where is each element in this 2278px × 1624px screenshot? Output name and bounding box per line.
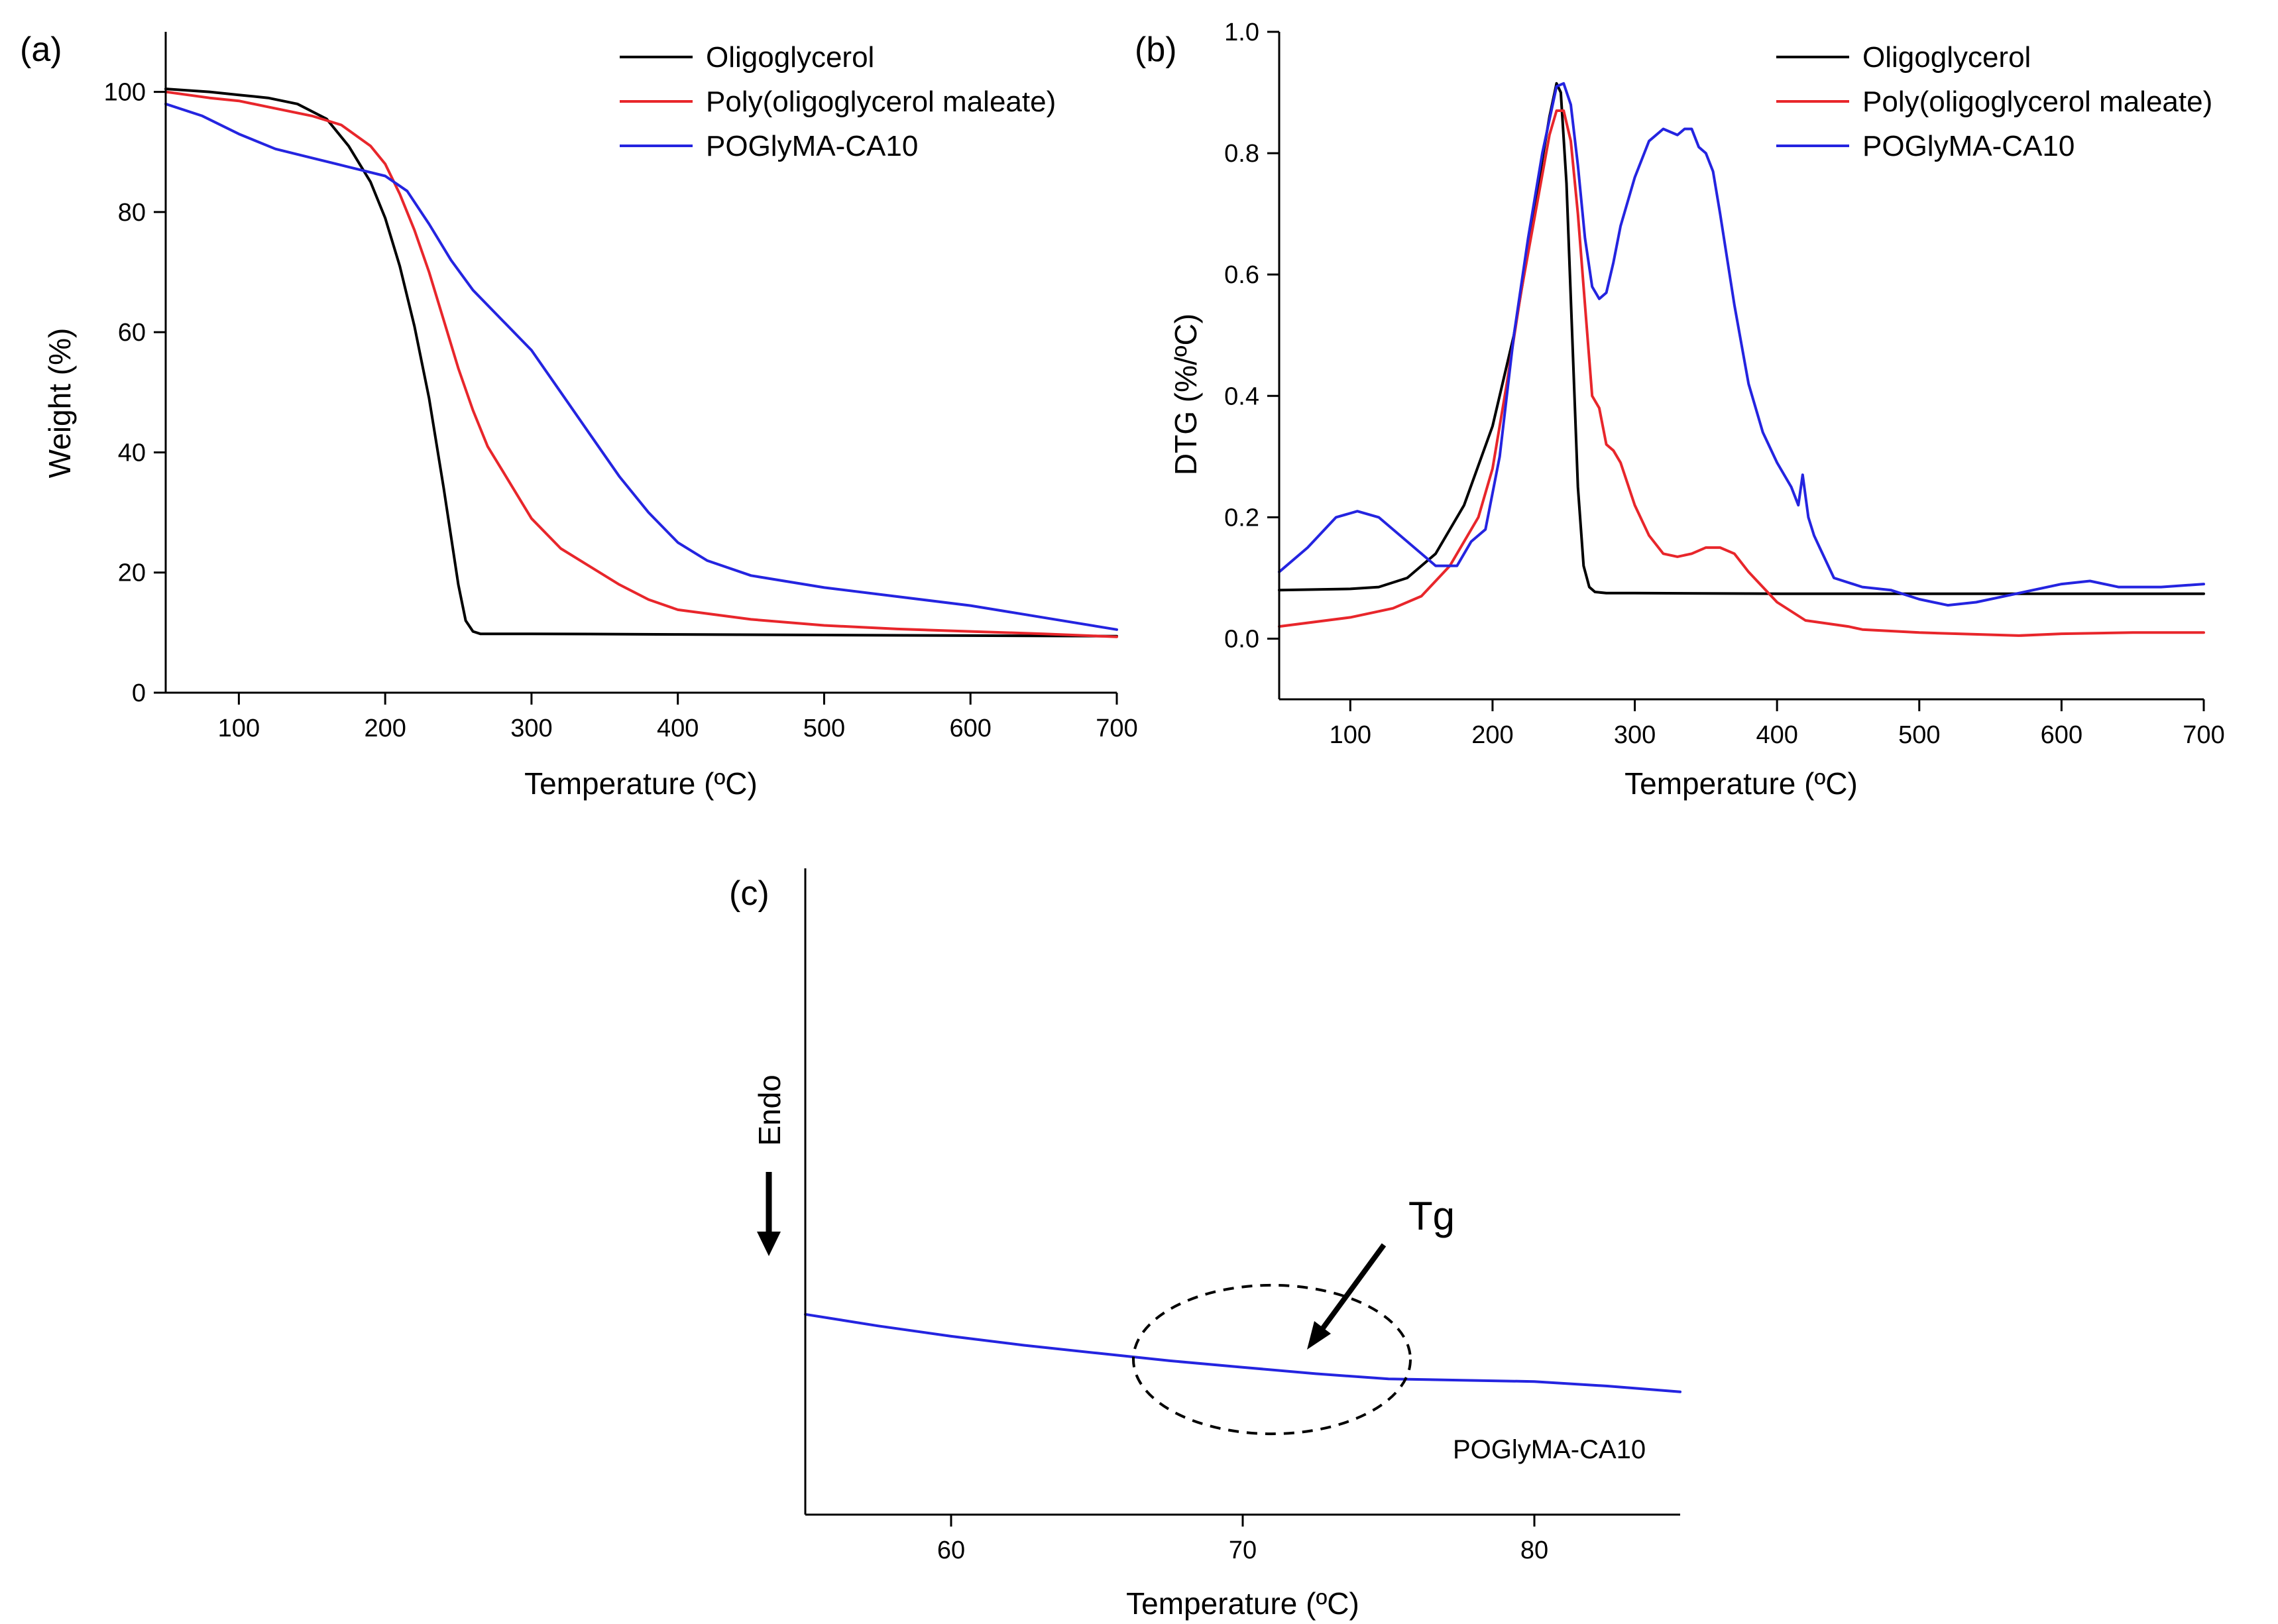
- panel-a-series-line-poglyma-ca10: [164, 102, 1118, 631]
- panel-b-y-tick-label: 0.4: [1224, 382, 1259, 410]
- panel-b-y-tick-label: 0.0: [1224, 625, 1259, 653]
- panel-a-legend-label-oligoglycerol: Oligoglycerol: [706, 41, 874, 74]
- panel-c-series-line-poglyma-ca10: [804, 1312, 1681, 1393]
- panel-b-legend-label-poglyma-ca10: POGlyMA-CA10: [1862, 130, 2075, 162]
- panel-b-x-tick-label: 200: [1471, 721, 1513, 749]
- panel-b-y-tick-label: 0.8: [1224, 140, 1259, 168]
- panel-b-series-line-poglyma-ca10: [1278, 82, 2205, 607]
- panel-a-y-tick-label: 0: [132, 679, 146, 707]
- panel-a-legend: Oligoglycerol Poly(oligoglycerol maleate…: [620, 41, 1056, 162]
- panel-b-x-tick-label: 100: [1330, 721, 1371, 749]
- panel-a-y-tick-label: 20: [118, 559, 146, 587]
- panel-a-series-group: [164, 87, 1118, 638]
- panel-b-y-ticks: 0.0 0.2 0.4 0.6 0.8 1.0: [1224, 19, 1279, 653]
- panel-a-tga-weight-chart: (a) 100 200 300 400 500 600 700 0 20 40 60 80 100 T…: [20, 30, 1138, 801]
- panel-a-x-tick-label: 400: [657, 715, 699, 742]
- endo-down-arrow-icon: [757, 1172, 781, 1256]
- panel-b-dtg-chart: (b) 100 200 300 400 500 600 700 0.00.20.40.60.…: [1135, 19, 2225, 801]
- panel-a-y-tick-label: 60: [118, 319, 146, 347]
- panel-a-x-tick-label: 500: [803, 715, 845, 742]
- panel-b-x-axis-label: Temperature (ºC): [1624, 766, 1858, 801]
- panel-a-label: (a): [20, 30, 62, 69]
- panel-b-x-tick-label: 600: [2041, 721, 2082, 749]
- panel-b-x-tick-label: 700: [2183, 721, 2224, 749]
- panel-a-y-tick-label: 40: [118, 439, 146, 467]
- panel-a-y-ticks: 0 20 40 60 80 100: [104, 79, 166, 707]
- panel-c-dsc-chart: (c) 60 70 80 Temperature (ºC) Endo Tg POGl…: [729, 868, 1681, 1621]
- tg-annotation-label: Tg: [1408, 1194, 1455, 1238]
- tg-pointer-arrow-icon: [1307, 1243, 1387, 1350]
- panel-c-series-group: [804, 1312, 1681, 1393]
- panel-b-x-tick-label: 500: [1898, 721, 1940, 749]
- panel-b-x-ticks: 100 200 300 400 500 600 700: [1330, 699, 2225, 749]
- panel-c-x-tick-label: 60: [937, 1537, 965, 1564]
- panel-b-legend-label-oligoglycerol: Oligoglycerol: [1862, 41, 2031, 74]
- panel-b-legend: Oligoglycerol Poly(oligoglycerol maleate…: [1776, 41, 2212, 162]
- panel-b-y-tick-label: 0.2: [1224, 504, 1259, 532]
- panel-c-x-tick-label: 80: [1520, 1537, 1548, 1564]
- panel-a-series-line-poly-oligoglycerol-maleate: [164, 90, 1118, 638]
- panel-b-y-tick-label: 0.6: [1224, 261, 1259, 289]
- panel-c-endo-label: Endo: [752, 1074, 787, 1145]
- panel-c-x-ticks: 60 70 80: [937, 1515, 1548, 1564]
- panel-b-y-axis-label: DTG (%/ºC): [1168, 314, 1203, 475]
- panel-b-legend-label-poly-oligoglycerol-maleate: Poly(oligoglycerol maleate): [1862, 86, 2212, 118]
- panel-c-x-tick-label: 70: [1229, 1537, 1257, 1564]
- panel-a-legend-label-poglyma-ca10: POGlyMA-CA10: [706, 130, 918, 162]
- panel-b-series-line-poly-oligoglycerol-maleate: [1278, 109, 2205, 637]
- panel-b-series-group: [1278, 82, 2205, 637]
- panel-a-y-tick-label: 80: [118, 199, 146, 227]
- panel-a-y-axis-label: Weight (%): [42, 328, 77, 479]
- panel-a-legend-label-poly-oligoglycerol-maleate: Poly(oligoglycerol maleate): [706, 86, 1056, 118]
- panel-b-x-tick-label: 400: [1756, 721, 1797, 749]
- panel-b-y-tick-label: 1.0: [1224, 19, 1259, 46]
- panel-a-x-ticks: 100 200 300 400 500 600 700: [218, 693, 1138, 742]
- panel-a-x-axis-label: Temperature (ºC): [524, 766, 758, 801]
- panel-b-x-tick-label: 300: [1614, 721, 1656, 749]
- panel-a-y-tick-label: 100: [104, 79, 146, 107]
- tg-region-ellipse: [1132, 1283, 1412, 1436]
- panel-c-x-axis-label: Temperature (ºC): [1126, 1586, 1359, 1621]
- panel-b-series-line-oligoglycerol: [1278, 82, 2205, 595]
- panel-a-x-tick-label: 300: [510, 715, 552, 742]
- panel-c-series-label: POGlyMA-CA10: [1453, 1435, 1646, 1464]
- panel-a-x-tick-label: 100: [218, 715, 260, 742]
- panel-c-label: (c): [729, 874, 769, 913]
- panel-a-x-tick-label: 200: [364, 715, 406, 742]
- panel-a-x-tick-label: 700: [1096, 715, 1137, 742]
- panel-a-x-tick-label: 600: [950, 715, 992, 742]
- panel-b-label: (b): [1135, 30, 1177, 69]
- panel-a-series-line-oligoglycerol: [164, 87, 1118, 638]
